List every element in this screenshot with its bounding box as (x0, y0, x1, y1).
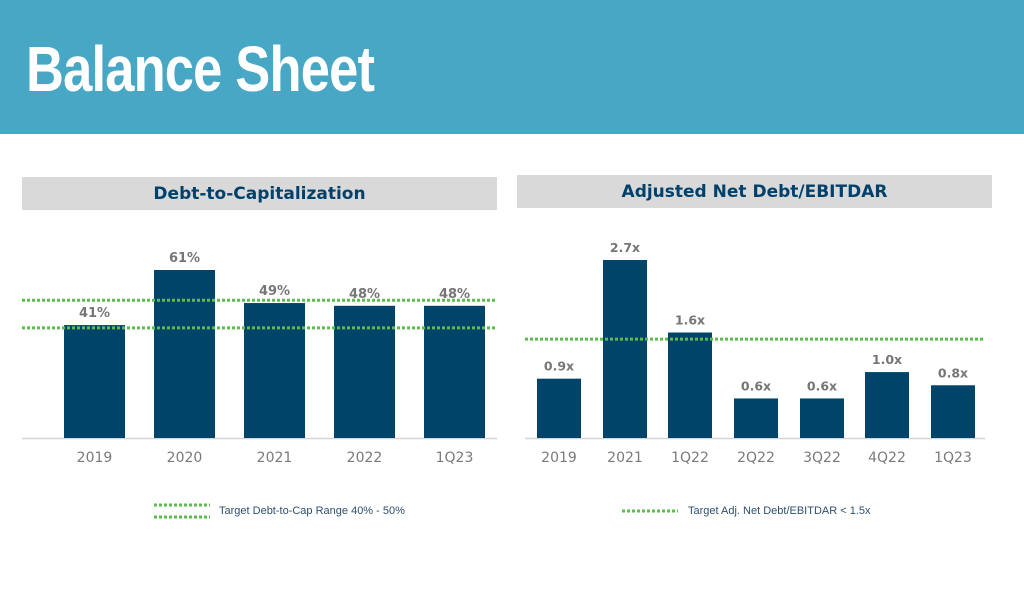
debt-to-cap-tick-label: 2021 (257, 450, 293, 466)
debt-to-cap-tick-label: 2022 (347, 450, 383, 466)
debt-to-cap-value-label: 49% (259, 284, 290, 299)
net-debt-ebitdar-bar-3q22 (800, 398, 844, 438)
target-ratio-legend-swatch (622, 509, 678, 513)
net-debt-ebitdar-tick-label: 4Q22 (868, 450, 906, 466)
header-banner: Balance Sheet (0, 0, 1024, 134)
net-debt-ebitdar-bar-2q22 (734, 398, 778, 438)
net-debt-ebitdar-value-label: 0.6x (807, 378, 837, 393)
net-debt-ebitdar-value-label: 2.7x (610, 240, 640, 255)
debt-to-cap-title-bar: Debt-to-Capitalization (22, 177, 497, 210)
debt-to-cap-value-label: 48% (439, 287, 470, 302)
debt-to-cap-bar-2021 (244, 303, 305, 438)
net-debt-ebitdar-value-label: 0.6x (741, 378, 771, 393)
net-debt-ebitdar-tick-label: 2Q22 (737, 450, 775, 466)
net-debt-ebitdar-chart-title: Adjusted Net Debt/EBITDAR (621, 181, 888, 202)
net-debt-ebitdar-bar-2021 (603, 260, 647, 438)
net-debt-ebitdar-value-label: 0.8x (938, 365, 968, 380)
net-debt-ebitdar-bar-4q22 (865, 372, 909, 438)
net-debt-ebitdar-tick-label: 1Q23 (934, 450, 972, 466)
net-debt-ebitdar-tick-label: 2019 (541, 450, 577, 466)
page-title: Balance Sheet (26, 33, 375, 105)
net-debt-ebitdar-legend-label: Target Adj. Net Debt/EBITDAR < 1.5x (688, 505, 871, 517)
net-debt-ebitdar-bar-1q23 (931, 385, 975, 438)
debt-to-cap-value-label: 48% (349, 287, 380, 302)
net-debt-ebitdar-bar-2019 (537, 378, 581, 438)
debt-to-cap-value-label: 41% (79, 306, 110, 321)
debt-to-cap-bar-2019 (64, 325, 125, 438)
debt-to-cap-chart-title: Debt-to-Capitalization (153, 183, 366, 204)
net-debt-ebitdar-bar-1q22 (668, 332, 712, 438)
debt-to-cap-tick-label: 1Q23 (436, 450, 474, 466)
debt-to-cap-value-label: 61% (169, 251, 200, 266)
net-debt-ebitdar-value-label: 1.6x (675, 313, 705, 328)
debt-to-cap-tick-label: 2019 (77, 450, 113, 466)
net-debt-ebitdar-value-label: 0.9x (544, 359, 574, 374)
net-debt-ebitdar-tick-label: 2021 (607, 450, 643, 466)
net-debt-ebitdar-title-bar: Adjusted Net Debt/EBITDAR (517, 175, 992, 208)
net-debt-ebitdar-tick-label: 1Q22 (671, 450, 709, 466)
net-debt-ebitdar-legend: Target Adj. Net Debt/EBITDAR < 1.5x (622, 504, 871, 518)
debt-to-cap-legend-label: Target Debt-to-Cap Range 40% - 50% (219, 505, 405, 517)
debt-to-cap-bar-2020 (154, 270, 215, 438)
target-range-legend-swatch (154, 503, 210, 519)
debt-to-cap-tick-label: 2020 (167, 450, 203, 466)
net-debt-ebitdar-value-label: 1.0x (872, 352, 902, 367)
debt-to-cap-legend: Target Debt-to-Cap Range 40% - 50% (154, 502, 405, 520)
net-debt-ebitdar-tick-label: 3Q22 (803, 450, 841, 466)
